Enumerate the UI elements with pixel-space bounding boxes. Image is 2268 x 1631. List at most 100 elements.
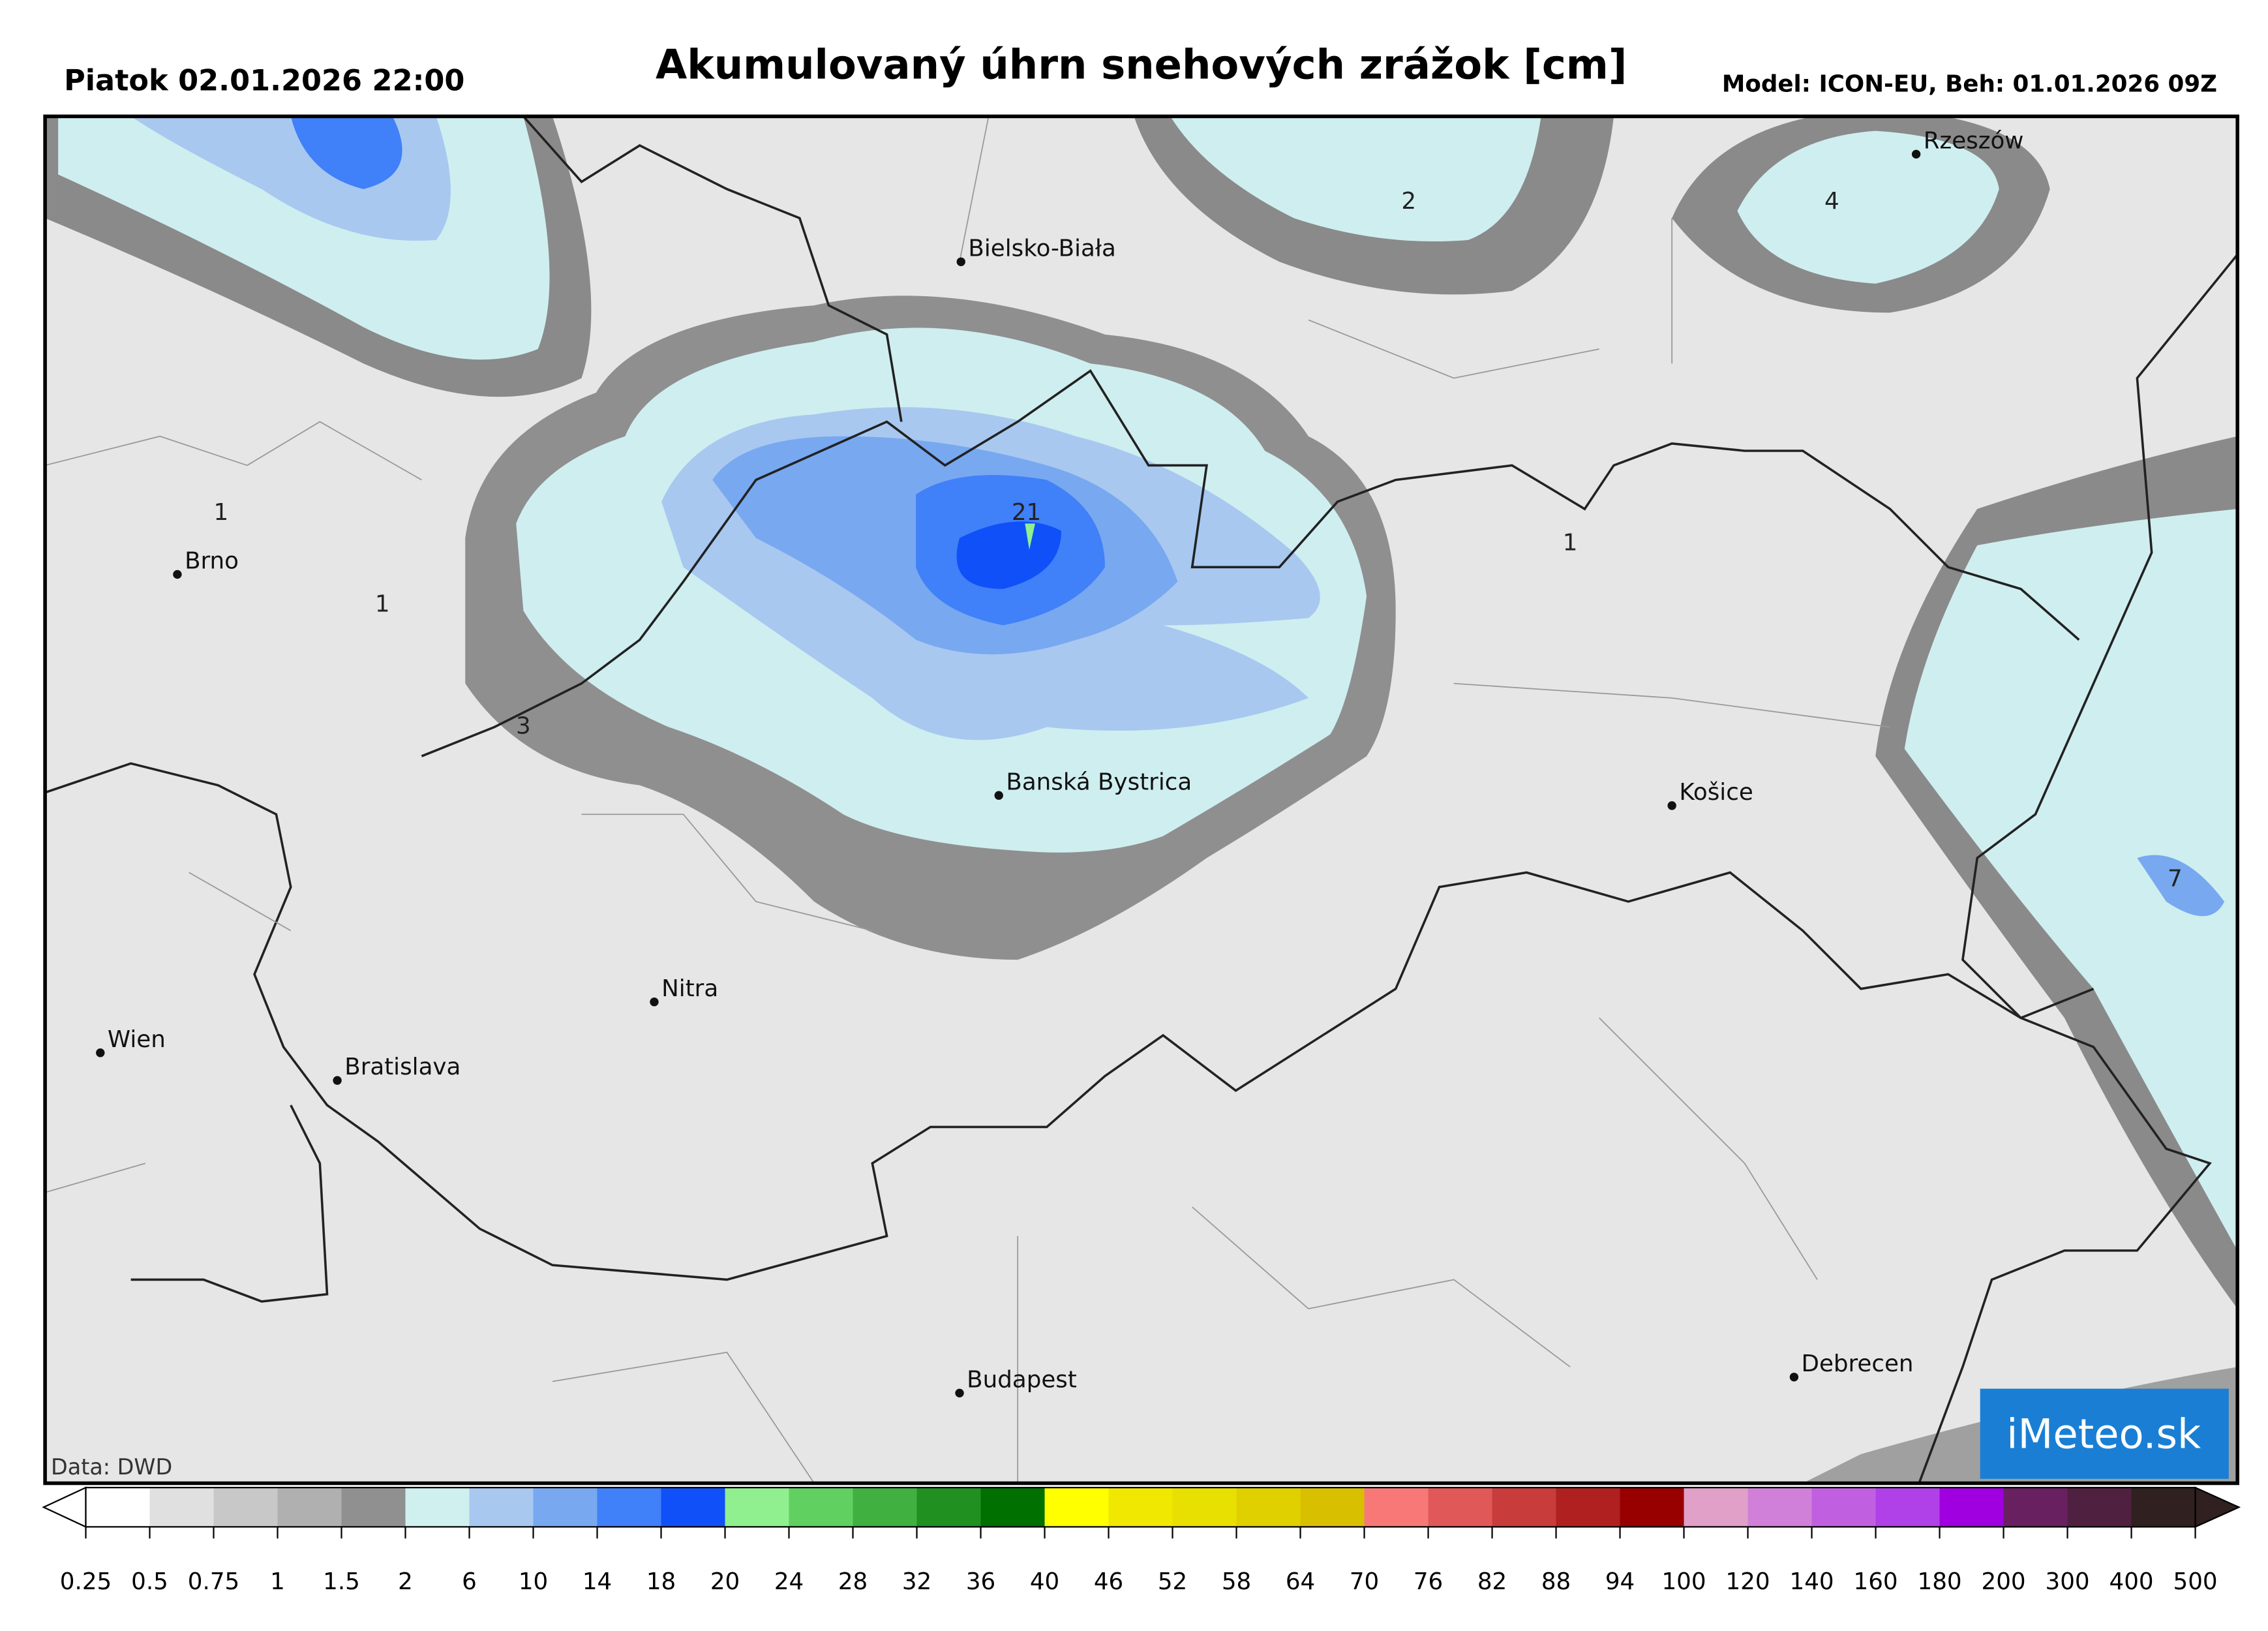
colorbar-segment: [533, 1487, 598, 1527]
colorbar-tick-label: 0.5: [131, 1568, 168, 1595]
colorbar-tick-label: 0.25: [60, 1568, 112, 1595]
contour-label: 1: [1563, 530, 1578, 556]
colorbar-segment: [469, 1487, 534, 1527]
colorbar-tick-label: 36: [966, 1568, 995, 1595]
colorbar-segment: [1556, 1487, 1621, 1527]
colorbar-tick-label: 64: [1286, 1568, 1315, 1595]
colorbar-segment: [1875, 1487, 1941, 1527]
colorbar-tick-label: 94: [1605, 1568, 1635, 1595]
colorbar-segment: [1428, 1487, 1493, 1527]
snow-area: [2137, 855, 2225, 917]
colorbar-arrow: [42, 1486, 87, 1529]
city-dot: [333, 1076, 342, 1085]
model-label: Model: ICON-EU, Beh: 01.01.2026 09Z: [1722, 70, 2217, 97]
colorbar-tick-label: 24: [774, 1568, 804, 1595]
colorbar-tick-label: 46: [1094, 1568, 1123, 1595]
colorbar-tick-label: 400: [2109, 1568, 2154, 1595]
colorbar-segment: [277, 1487, 342, 1527]
snow-area: [1904, 509, 2238, 1251]
colorbar-segment: [1492, 1487, 1557, 1527]
colorbar-tick-label: 200: [1982, 1568, 2026, 1595]
colorbar-segment: [149, 1487, 215, 1527]
city-dot: [956, 257, 965, 266]
colorbar-segment: [1236, 1487, 1301, 1527]
city-label: Brno: [185, 548, 239, 575]
colorbar-segment: [1044, 1487, 1110, 1527]
city-label: Bielsko-Biała: [968, 235, 1115, 262]
colorbar-segment: [2131, 1487, 2196, 1527]
contour-label: 7: [2168, 866, 2183, 892]
colorbar-tick-label: 58: [1222, 1568, 1251, 1595]
contour-label: 4: [1824, 188, 1839, 215]
colorbar-segment: [341, 1487, 406, 1527]
contour-label: 1: [213, 499, 228, 526]
city-label: Debrecen: [1802, 1350, 1914, 1377]
colorbar-segment: [980, 1487, 1046, 1527]
colorbar-tick-label: 1.5: [323, 1568, 360, 1595]
city-label: Rzeszów: [1924, 127, 2024, 154]
colorbar-segment: [725, 1487, 790, 1527]
city-dot: [1911, 149, 1921, 159]
cities: Brno Bielsko-Biała Rzeszów Banská Bystrica K…: [96, 127, 2023, 1397]
colorbar-tick-label: 70: [1350, 1568, 1379, 1595]
city-label: Košice: [1679, 779, 1753, 806]
colorbar-segment: [1300, 1487, 1365, 1527]
logo: iMeteo.sk: [2006, 1410, 2201, 1457]
colorbar-segment: [2067, 1487, 2132, 1527]
colorbar-arrow: [2194, 1486, 2241, 1529]
colorbar-tick-label: 40: [1030, 1568, 1059, 1595]
colorbar-frame: [85, 1487, 2196, 1528]
colorbar-tick-label: 20: [710, 1568, 740, 1595]
contour-label: 2: [1401, 188, 1416, 215]
colorbar-segment: [213, 1487, 279, 1527]
colorbar-tick-label: 140: [1790, 1568, 1834, 1595]
colorbar-tick-label: 88: [1541, 1568, 1571, 1595]
city-label: Budapest: [967, 1366, 1077, 1393]
colorbar-tick-label: 18: [646, 1568, 676, 1595]
colorbar-tick-label: 120: [1726, 1568, 1770, 1595]
city-dot: [1667, 801, 1676, 810]
colorbar-segment: [1108, 1487, 1173, 1527]
map-frame: [43, 114, 2239, 1486]
city-label: Nitra: [661, 975, 718, 1002]
colorbar-segment: [85, 1487, 151, 1527]
snow-area: [290, 116, 402, 189]
city-dot: [955, 1388, 964, 1397]
contour-label: 1: [375, 590, 390, 617]
colorbar-tick-label: 32: [902, 1568, 931, 1595]
colorbar-tick-label: 76: [1414, 1568, 1443, 1595]
colorbar-segment: [1620, 1487, 1685, 1527]
colorbar-tick-label: 14: [582, 1568, 612, 1595]
city-dot: [1789, 1373, 1799, 1382]
snow-area: [1737, 130, 1999, 284]
city-dot: [96, 1048, 105, 1058]
colorbar-tick-label: 0.75: [188, 1568, 239, 1595]
colorbar-tick-label: 180: [1918, 1568, 1962, 1595]
contour-label: 3: [516, 712, 531, 739]
colorbar: 0.25 0.5 0.75 1 1.5 2 6 10 14 18 20 24 28 32 36 40 46 52 5…: [42, 1486, 2241, 1595]
contour-labels: 1 1 3 21 2 4 1 7: [213, 188, 2182, 892]
colorbar-tick-label: 1: [270, 1568, 285, 1595]
colorbar-segment: [1747, 1487, 1813, 1527]
colorbar-segment: [789, 1487, 854, 1527]
colorbar-segment: [1684, 1487, 1749, 1527]
colorbar-tick-label: 82: [1477, 1568, 1507, 1595]
border: [421, 369, 2080, 757]
colorbar-segment: [2003, 1487, 2068, 1527]
border: [522, 116, 903, 422]
colorbar-segment: [597, 1487, 662, 1527]
border: [1918, 253, 2238, 1484]
logo-box: [1980, 1388, 2229, 1479]
colorbar-segment: [661, 1487, 726, 1527]
border: [130, 1105, 329, 1303]
snow-area: [1025, 523, 1035, 550]
colorbar-tick-label: 28: [838, 1568, 868, 1595]
colorbar-tick-label: 2: [398, 1568, 413, 1595]
colorbar-segment: [1939, 1487, 2004, 1527]
city-dot: [650, 998, 659, 1007]
city-label: Wien: [108, 1026, 166, 1053]
colorbar-segment: [853, 1487, 918, 1527]
region-border: [45, 116, 1890, 1484]
colorbar-tick-label: 6: [462, 1568, 477, 1595]
